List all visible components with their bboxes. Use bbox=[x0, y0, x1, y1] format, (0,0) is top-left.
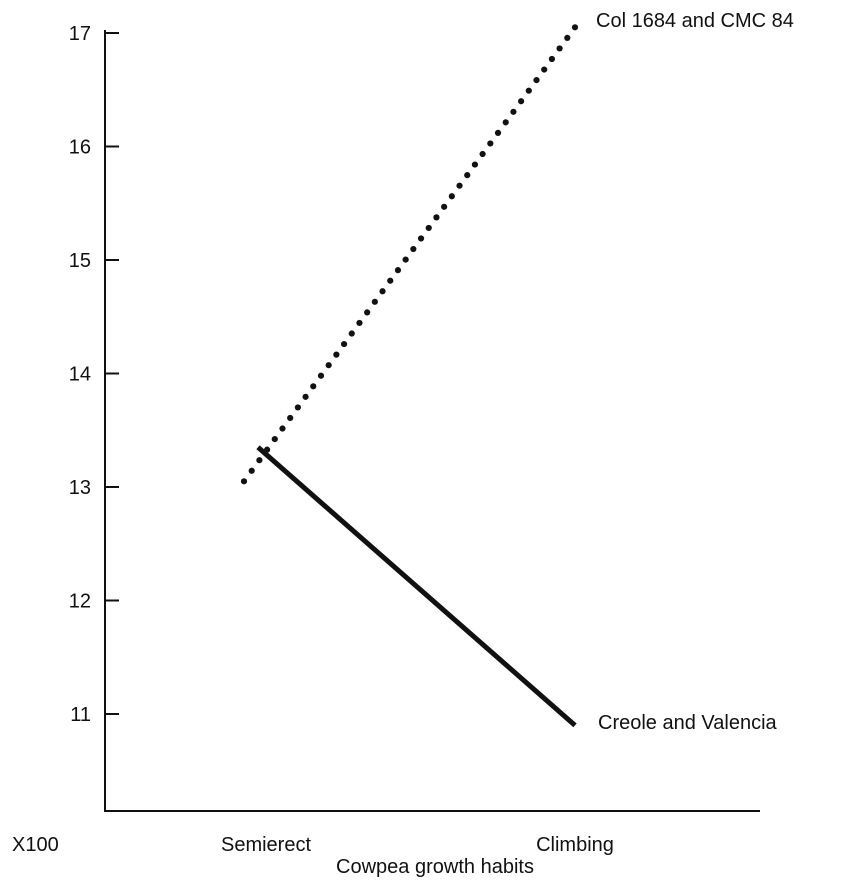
series-point bbox=[502, 119, 509, 126]
y-tick-label: 17 bbox=[69, 23, 91, 45]
series-point bbox=[541, 66, 548, 73]
series-point bbox=[487, 140, 494, 147]
series-point bbox=[433, 214, 440, 221]
series-point bbox=[464, 172, 471, 179]
series-point bbox=[240, 478, 248, 485]
y-tick-label: 14 bbox=[69, 364, 91, 386]
series-point bbox=[248, 467, 255, 474]
y-tick-label: 12 bbox=[69, 591, 91, 613]
series-point bbox=[364, 309, 371, 316]
series-point bbox=[394, 267, 402, 274]
series-group bbox=[240, 24, 579, 728]
series-point bbox=[333, 351, 340, 358]
x-category-label: Semierect bbox=[221, 834, 311, 856]
series-point bbox=[410, 245, 417, 253]
series-point bbox=[571, 24, 579, 31]
y-tick-label: 15 bbox=[69, 250, 91, 272]
series-point bbox=[441, 203, 448, 210]
series-point bbox=[356, 319, 363, 327]
series-point bbox=[425, 224, 432, 232]
series-point bbox=[279, 425, 286, 432]
y-tick-label: 13 bbox=[69, 477, 91, 499]
series-point bbox=[294, 404, 301, 411]
x-category-label: Climbing bbox=[536, 834, 614, 856]
series-point bbox=[310, 383, 317, 390]
series-point bbox=[387, 277, 394, 284]
series-point bbox=[533, 77, 540, 84]
series-line bbox=[256, 445, 577, 728]
series-point bbox=[479, 150, 486, 158]
y-unit-label: X100 bbox=[12, 834, 59, 856]
series-point bbox=[471, 161, 479, 168]
series-point bbox=[525, 87, 532, 94]
series-point bbox=[379, 288, 386, 295]
series-point bbox=[548, 55, 556, 63]
series-point bbox=[556, 45, 563, 52]
y-tick-label: 16 bbox=[69, 137, 91, 159]
series-point bbox=[417, 235, 425, 242]
series-point bbox=[494, 129, 502, 137]
series-point bbox=[348, 330, 355, 337]
series-point bbox=[564, 34, 571, 41]
series-point bbox=[302, 393, 309, 400]
y-ticks: 11 12 13 14 15 16 17 bbox=[69, 23, 119, 726]
series-point bbox=[518, 98, 525, 105]
series-point bbox=[371, 298, 378, 305]
x-axis-title: Cowpea growth habits bbox=[336, 856, 534, 878]
series-point bbox=[510, 108, 517, 115]
series-point bbox=[340, 340, 348, 348]
series-point bbox=[402, 256, 409, 263]
series-point bbox=[271, 435, 278, 443]
series-point bbox=[456, 182, 463, 189]
y-tick-label: 11 bbox=[70, 704, 91, 726]
series-point bbox=[317, 372, 325, 379]
series-label: Creole and Valencia bbox=[598, 712, 778, 734]
series-point bbox=[287, 414, 294, 422]
series-point bbox=[325, 362, 332, 369]
series-label: Col 1684 and CMC 84 bbox=[596, 10, 794, 32]
series-point bbox=[448, 193, 455, 200]
series-point bbox=[256, 457, 263, 464]
